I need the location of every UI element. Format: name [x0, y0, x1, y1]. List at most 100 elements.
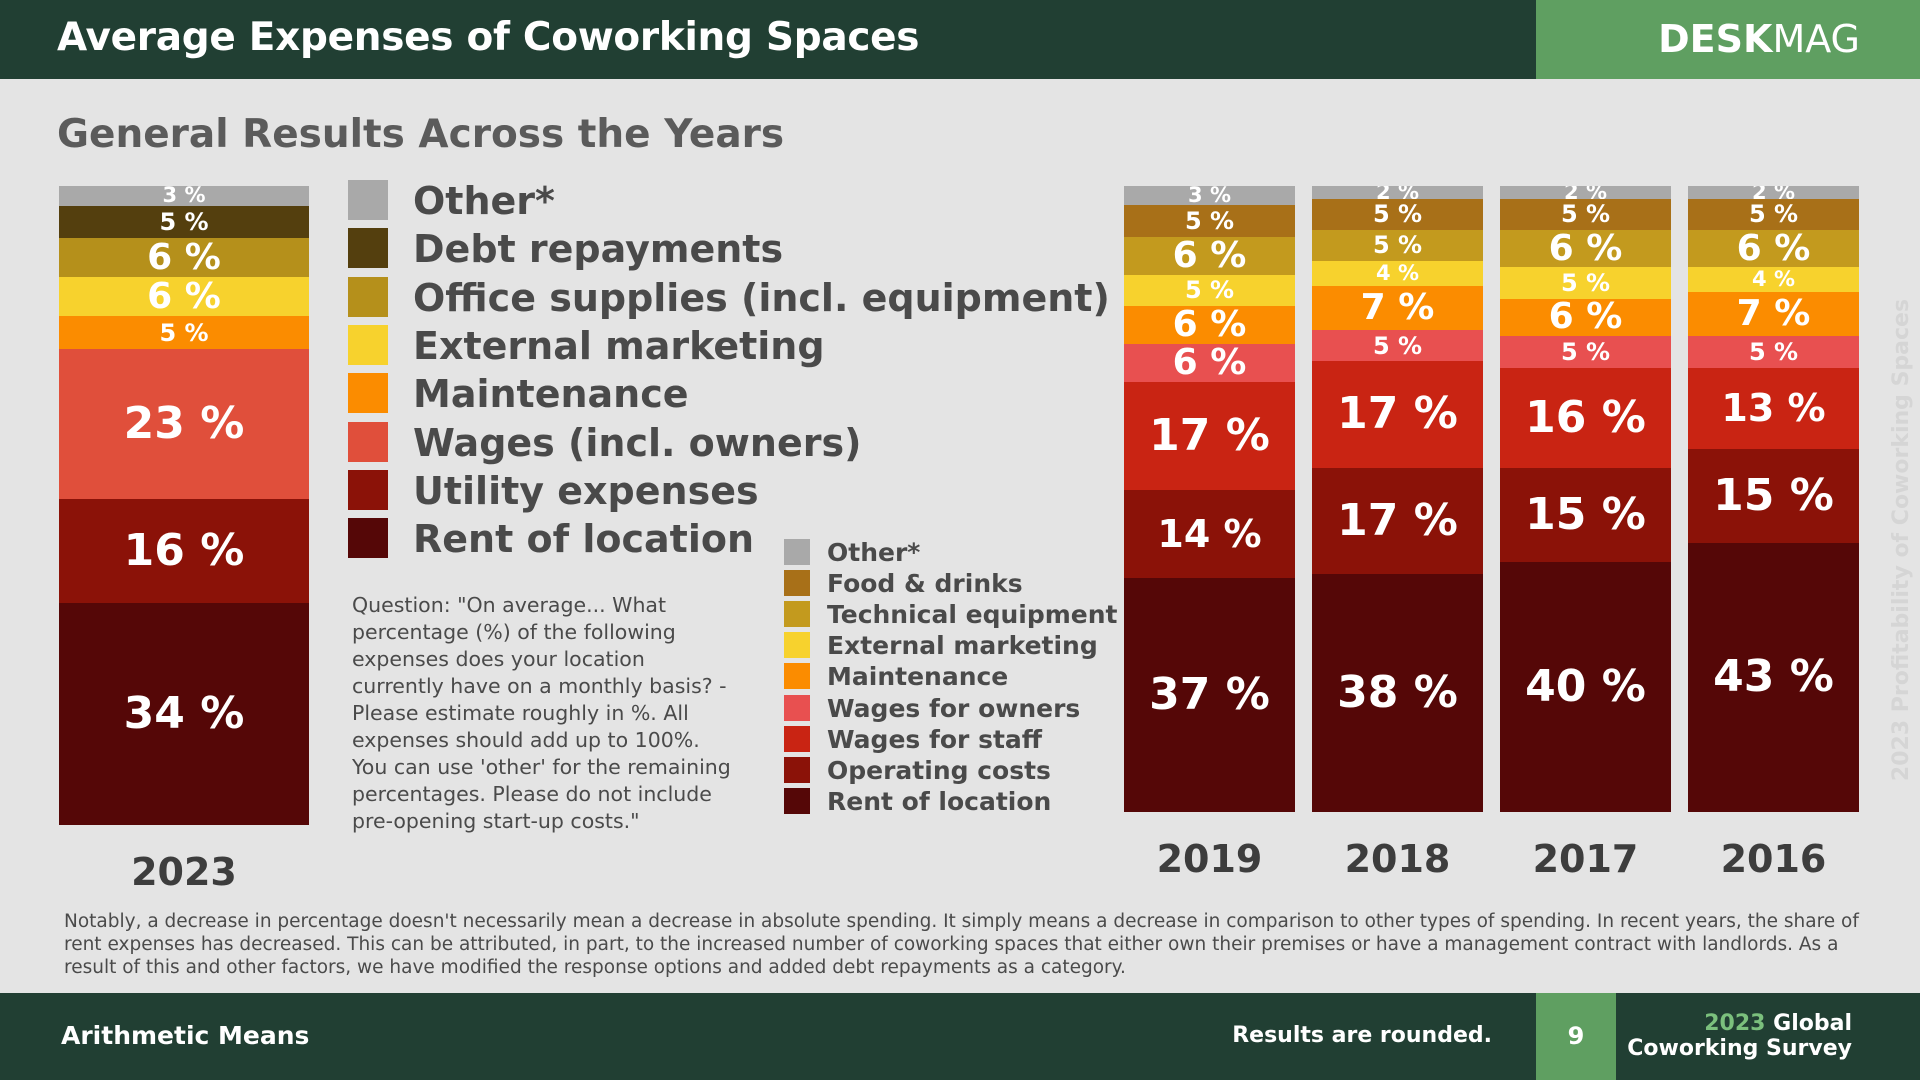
- bar-segment-2016-external-marketing: 4 %: [1688, 267, 1859, 293]
- legend-label: Rent of location: [827, 786, 1052, 816]
- chart-subtitle: General Results Across the Years: [57, 112, 785, 157]
- bar-segment-2019-technical-equipment: 6 %: [1124, 236, 1295, 275]
- bar-segment-2018-operating-costs: 17 %: [1312, 467, 1483, 575]
- bar-segment-2019-wages-for-owners: 6 %: [1124, 344, 1295, 383]
- legend-label: Food & drinks: [827, 569, 1023, 599]
- bar-segment-2019-other: 3 %: [1124, 186, 1295, 205]
- bar-segment-2017-other: 2 %: [1500, 186, 1671, 199]
- legend-label: Technical equipment: [827, 600, 1118, 630]
- legend-label: Other*: [827, 538, 921, 567]
- legend-swatch: [348, 276, 388, 317]
- legend-item-office-supplies-incl-equipment: Office supplies (incl. equipment): [348, 276, 1110, 320]
- bar-segment-2017-food-drinks: 5 %: [1500, 198, 1671, 230]
- bar-segment-2017-technical-equipment: 6 %: [1500, 229, 1671, 268]
- bar-segment-2023-utility-expenses: 16 %: [59, 498, 309, 604]
- bar-segment-2017-rent-of-location: 40 %: [1500, 561, 1671, 812]
- page-title: Average Expenses of Coworking Spaces: [57, 15, 920, 60]
- page-number: 9: [1567, 1022, 1585, 1050]
- bar-segment-2017-wages-for-staff: 16 %: [1500, 367, 1671, 468]
- rounding-note: Results are rounded.: [1232, 1023, 1492, 1048]
- bar-segment-2023-other: 3 %: [59, 186, 309, 206]
- bar-segment-2023-rent-of-location: 34 %: [59, 603, 309, 825]
- page-number-box: 9: [1536, 993, 1616, 1080]
- legend-swatch: [348, 228, 388, 269]
- bar-segment-2019-maintenance: 6 %: [1124, 306, 1295, 345]
- bar-segment-2016-other: 2 %: [1688, 186, 1859, 199]
- bar-segment-2023-debt-repayments: 5 %: [59, 205, 309, 239]
- legend-item-external-marketing: External marketing: [348, 323, 1068, 368]
- bar-segment-2018-food-drinks: 5 %: [1312, 198, 1483, 230]
- bar-segment-2016-rent-of-location: 43 %: [1688, 542, 1859, 812]
- year-label-2016: 2016: [1720, 837, 1827, 881]
- legend-swatch: [784, 601, 810, 628]
- legend-item-wages-for-staff: Wages for staff: [784, 724, 1124, 756]
- bar-segment-2018-other: 2 %: [1312, 186, 1483, 199]
- bar-segment-2017-operating-costs: 15 %: [1500, 467, 1671, 562]
- year-label-2019: 2019: [1156, 837, 1263, 881]
- bar-segment-2017-external-marketing: 5 %: [1500, 267, 1671, 299]
- legend-label: Maintenance: [827, 662, 1009, 692]
- legend-swatch: [784, 539, 810, 565]
- brand-logo: DESKMAG: [1658, 14, 1860, 64]
- year-label-2018: 2018: [1344, 837, 1451, 881]
- survey-question: Question: "On average... What percentage…: [352, 593, 731, 833]
- bar-segment-2018-technical-equipment: 5 %: [1312, 229, 1483, 262]
- legend-label: Debt repayments: [413, 227, 784, 272]
- legend-swatch: [348, 180, 388, 220]
- legend-item-food-drinks: Food & drinks: [784, 569, 1124, 600]
- bar-segment-2016-operating-costs: 15 %: [1688, 448, 1859, 543]
- header-bar: Average Expenses of Coworking Spaces DES…: [0, 0, 1920, 79]
- bar-segment-2023-office-supplies-incl-equipment: 6 %: [59, 238, 309, 278]
- legend-item-other: Other*: [784, 538, 1124, 569]
- legend-label: Wages for owners: [827, 693, 1081, 723]
- legend-swatch: [784, 787, 810, 814]
- legend-swatch: [784, 694, 810, 721]
- legend-item-wages-incl-owners: Wages (incl. owners): [348, 421, 1068, 465]
- bar-segment-2023-maintenance: 5 %: [59, 316, 309, 349]
- survey-line1: Global: [1773, 1011, 1852, 1036]
- legend-label: Office supplies (incl. equipment): [413, 275, 1110, 320]
- bar-segment-2019-rent-of-location: 37 %: [1124, 578, 1295, 812]
- bar-segment-2019-wages-for-staff: 17 %: [1124, 382, 1295, 490]
- legend-swatch: [348, 373, 388, 414]
- legend-label: Other*: [413, 179, 555, 223]
- bar-segment-2016-wages-for-owners: 5 %: [1688, 336, 1859, 368]
- legend-item-other: Other*: [348, 179, 1068, 223]
- legend-swatch: [784, 663, 810, 690]
- legend-swatch: [784, 725, 810, 752]
- side-caption: 2023 Profitability of Coworking Spaces: [1889, 298, 1914, 782]
- bar-segment-2019-external-marketing: 5 %: [1124, 274, 1295, 307]
- bar-segment-2016-maintenance: 7 %: [1688, 292, 1859, 337]
- legend-item-external-marketing: External marketing: [784, 631, 1124, 662]
- legend-swatch: [348, 421, 388, 462]
- bar-segment-2018-wages-for-staff: 17 %: [1312, 361, 1483, 468]
- brand-logo-bold: DESK: [1658, 17, 1773, 61]
- bar-segment-2019-operating-costs: 14 %: [1124, 489, 1295, 579]
- footer-label: Arithmetic Means: [61, 1021, 310, 1050]
- legend-label: External marketing: [413, 323, 825, 368]
- legend-swatch: [784, 632, 810, 659]
- brand-box: DESKMAG: [1536, 0, 1920, 79]
- legend-label: Utility expenses: [413, 468, 759, 513]
- legend-item-rent-of-location: Rent of location: [784, 786, 1124, 818]
- survey-year: 2023: [1704, 1011, 1766, 1036]
- bar-segment-2016-food-drinks: 5 %: [1688, 198, 1859, 230]
- legend-swatch: [784, 570, 810, 597]
- legend-swatch: [348, 469, 388, 510]
- bar-segment-2017-wages-for-owners: 5 %: [1500, 336, 1671, 368]
- legend-swatch: [348, 518, 388, 559]
- legend-item-debt-repayments: Debt repayments: [348, 227, 1068, 272]
- bar-segment-2023-wages-incl-owners: 23 %: [59, 349, 309, 499]
- legend-item-maintenance: Maintenance: [784, 662, 1124, 693]
- legend-item-operating-costs: Operating costs: [784, 755, 1124, 787]
- legend-label: Wages for staff: [827, 724, 1043, 754]
- legend-item-rent-of-location: Rent of location: [348, 517, 1068, 562]
- survey-line2: Coworking Survey: [1627, 1036, 1852, 1061]
- footnote: Notably, a decrease in percentage doesn'…: [64, 911, 1859, 978]
- bar-segment-2018-external-marketing: 4 %: [1312, 261, 1483, 287]
- legend-item-utility-expenses: Utility expenses: [348, 468, 1068, 513]
- legend-label: Operating costs: [827, 755, 1051, 785]
- legend-swatch: [784, 756, 810, 783]
- legend-label: Rent of location: [413, 517, 754, 562]
- survey-badge: 2023 Global Coworking Survey: [1592, 1011, 1852, 1061]
